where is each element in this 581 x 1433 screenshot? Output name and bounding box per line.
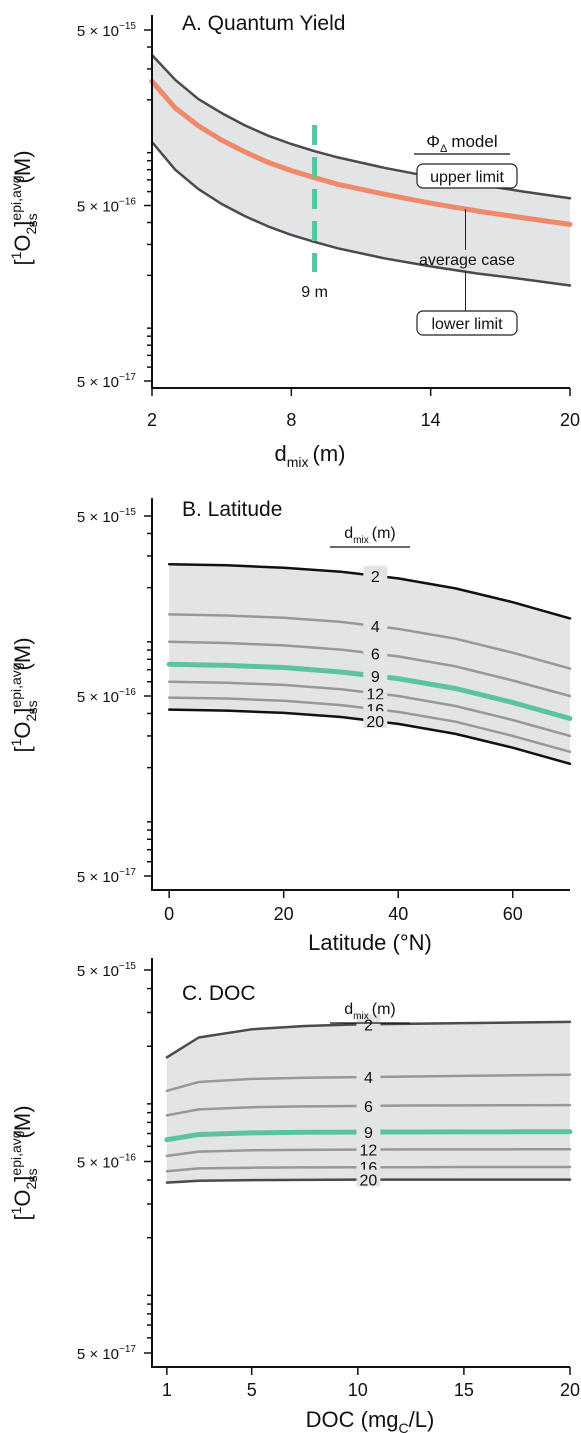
series-label-4: 4 [371, 619, 380, 636]
series-label-bg [363, 565, 388, 583]
x-tick-label: 60 [503, 904, 523, 924]
y-tick-label: 5 × 10−16 [77, 1153, 137, 1172]
series-label-9: 9 [364, 1125, 373, 1142]
b-axis-frame [151, 498, 570, 891]
a-legend-title: ΦΔ model [426, 132, 497, 155]
y-tick-label: 5 × 10−17 [77, 867, 137, 886]
series-label-bg [356, 1169, 381, 1187]
series-label-20: 20 [360, 1173, 378, 1190]
series-label-bg [363, 665, 388, 683]
x-tick-label: 1 [162, 1380, 172, 1400]
y-tick-label: 5 × 10−16 [77, 687, 137, 706]
x-tick-label: 20 [560, 410, 580, 430]
y-axis-label-b: [1O2]epi,avgss(M) [8, 637, 40, 752]
x-tick-label: 5 [247, 1380, 257, 1400]
series-label-4: 4 [364, 1070, 373, 1087]
series-label-bg [363, 683, 388, 701]
a-axis-frame [151, 15, 570, 389]
x-tick-label: 40 [388, 904, 408, 924]
a-x-axis-label: dmix (m) [274, 441, 345, 470]
x-tick-label: 20 [274, 904, 294, 924]
series-label-bg [356, 1122, 381, 1140]
a-lower-limit-label: lower limit [431, 316, 503, 333]
x-tick-label: 20 [560, 1380, 580, 1400]
series-label-bg [363, 616, 388, 634]
panel-a-quantum-yield: 9 m 5 × 10−15 5 × 10−16 5 × 10−17 2 8 14 20 A.… [77, 12, 580, 470]
y-axis-label-c: [1O2]epi,avgss(M) [8, 1105, 40, 1220]
x-tick-label: 15 [454, 1380, 474, 1400]
b-legend-title: dmix (m) [344, 525, 395, 546]
c-title: C. DOC [182, 982, 256, 1005]
series-label-9: 9 [371, 669, 380, 686]
x-tick-label: 0 [164, 904, 174, 924]
c-x-axis-label: DOC (mgC/L) [306, 1407, 435, 1433]
a-upper-limit-box [416, 163, 518, 189]
series-label-2: 2 [371, 569, 380, 586]
y-tick-label: 5 × 10−15 [77, 507, 137, 526]
series-label-12: 12 [360, 1143, 378, 1160]
y-axis-label-a: [1O2]epi,avgss(M) [8, 150, 40, 265]
series-label-2: 2 [364, 1017, 373, 1034]
b-title: B. Latitude [182, 498, 282, 521]
c-axis-frame [151, 958, 570, 1368]
a-lower-limit-box [416, 310, 518, 336]
b-x-axis-label: Latitude (°N) [308, 930, 432, 955]
y-tick-label: 5 × 10−16 [77, 197, 137, 216]
series-label-20: 20 [366, 714, 384, 731]
b-range-band [169, 564, 570, 764]
series-label-6: 6 [364, 1099, 373, 1116]
a-average-case-label: average case [419, 252, 515, 269]
y-tick-label: 5 × 10−17 [77, 1344, 137, 1363]
y-tick-label: 5 × 10−15 [77, 961, 137, 980]
x-tick-label: 8 [286, 410, 296, 430]
series-label-bg [356, 1095, 381, 1113]
series-line-lower-limit [150, 140, 572, 287]
x-tick-label: 14 [421, 410, 441, 430]
series-label-bg [356, 1139, 381, 1157]
series-label-6: 6 [371, 647, 380, 664]
x-tick-label: 10 [348, 1380, 368, 1400]
a-upper-limit-label: upper limit [430, 169, 504, 186]
a-title: A. Quantum Yield [182, 12, 345, 35]
series-label-12: 12 [366, 686, 384, 703]
x-tick-label: 2 [147, 410, 157, 430]
series-line-average-case [149, 78, 573, 227]
y-tick-label: 5 × 10−17 [77, 372, 137, 391]
marker-9m-label: 9 m [301, 284, 328, 301]
c-legend-title: dmix (m) [344, 1001, 395, 1022]
series-label-bg [356, 1066, 381, 1084]
y-tick-label: 5 × 10−15 [77, 21, 137, 40]
series-label-bg [363, 643, 388, 661]
series-label-bg [363, 711, 388, 729]
